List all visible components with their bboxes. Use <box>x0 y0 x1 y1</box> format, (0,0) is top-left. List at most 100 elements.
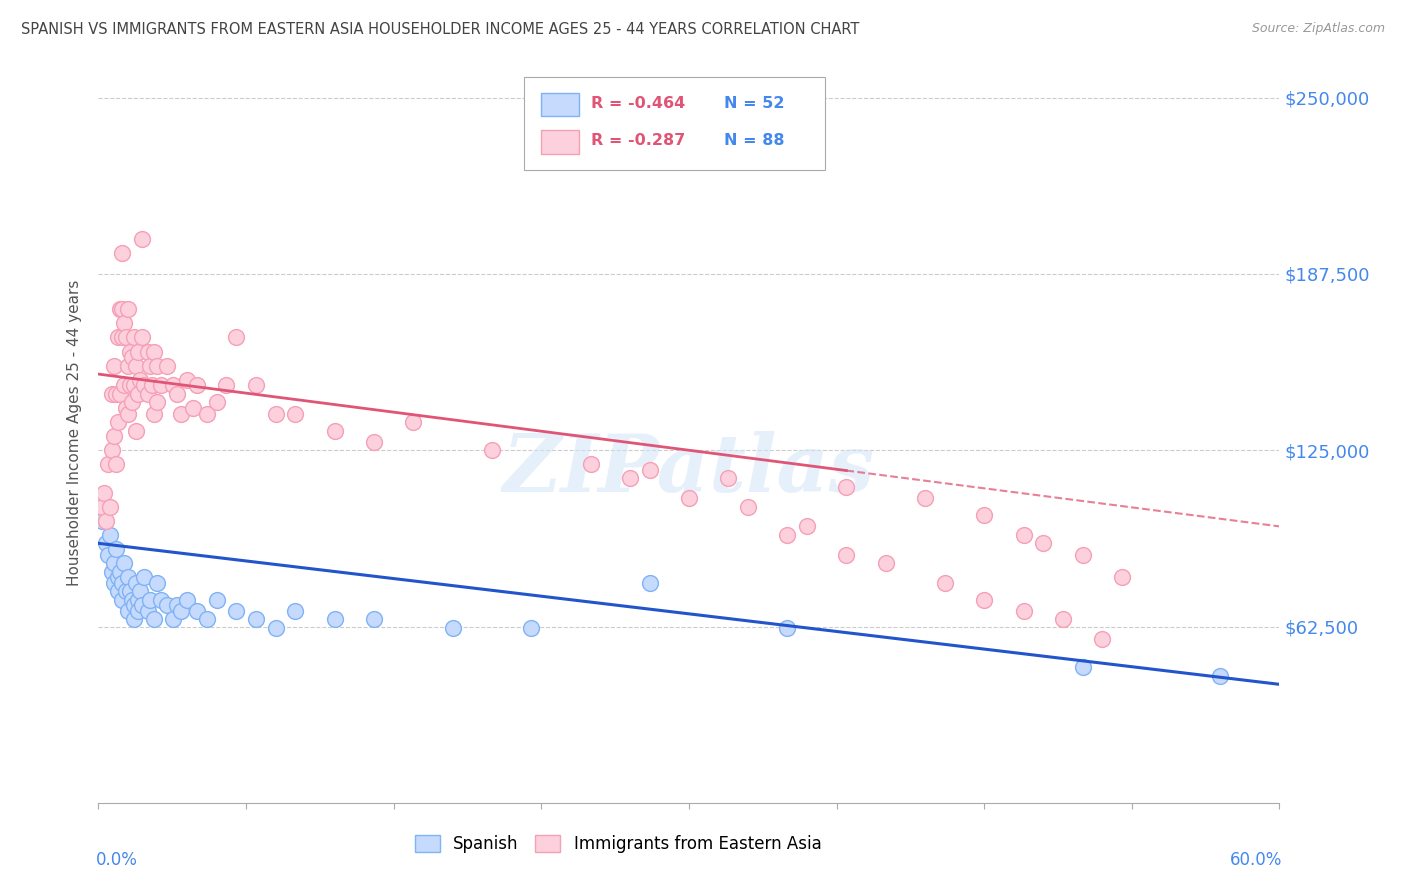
Point <box>363 434 385 449</box>
Point <box>98 500 121 514</box>
Point <box>112 556 135 570</box>
Point <box>128 373 150 387</box>
Point <box>146 575 169 590</box>
Point <box>225 604 247 618</box>
Point <box>91 500 114 514</box>
Point <box>105 541 128 556</box>
Point <box>107 570 129 584</box>
Point <box>835 480 858 494</box>
Point <box>103 556 125 570</box>
Point <box>166 599 188 613</box>
Point <box>205 592 228 607</box>
Point <box>934 575 956 590</box>
Point <box>98 528 121 542</box>
Point <box>170 604 193 618</box>
Point <box>111 245 134 260</box>
Point <box>264 621 287 635</box>
Point <box>117 570 139 584</box>
Point <box>520 621 543 635</box>
Point <box>363 612 385 626</box>
Point <box>136 604 159 618</box>
Point <box>96 536 118 550</box>
Text: N = 88: N = 88 <box>724 134 785 148</box>
Point <box>146 395 169 409</box>
Point <box>195 612 218 626</box>
Point <box>103 429 125 443</box>
Point <box>127 592 149 607</box>
Y-axis label: Householder Income Ages 25 - 44 years: Householder Income Ages 25 - 44 years <box>67 279 83 586</box>
Point <box>162 612 184 626</box>
Point <box>121 395 143 409</box>
Text: R = -0.287: R = -0.287 <box>591 134 685 148</box>
Point <box>284 604 307 618</box>
Point <box>150 592 173 607</box>
Point <box>118 584 141 599</box>
Point <box>138 592 160 607</box>
Point <box>117 407 139 421</box>
Point <box>112 378 135 392</box>
Point <box>205 395 228 409</box>
Point <box>122 330 145 344</box>
Point <box>176 373 198 387</box>
FancyBboxPatch shape <box>541 93 579 117</box>
Point <box>118 344 141 359</box>
Point <box>97 548 120 562</box>
Point <box>215 378 238 392</box>
Point <box>132 570 155 584</box>
Point <box>181 401 204 415</box>
Point <box>115 401 138 415</box>
Legend: Spanish, Immigrants from Eastern Asia: Spanish, Immigrants from Eastern Asia <box>406 826 830 861</box>
Point <box>678 491 700 506</box>
Point <box>111 592 134 607</box>
Point <box>176 592 198 607</box>
FancyBboxPatch shape <box>541 130 579 153</box>
FancyBboxPatch shape <box>523 78 825 169</box>
Point <box>619 471 641 485</box>
Point <box>1071 660 1094 674</box>
Point <box>914 491 936 506</box>
Point <box>127 344 149 359</box>
Point <box>162 378 184 392</box>
Point <box>156 359 179 373</box>
Point <box>1209 669 1232 683</box>
Point <box>125 424 148 438</box>
Point <box>127 604 149 618</box>
Point <box>138 359 160 373</box>
Point <box>142 407 165 421</box>
Point <box>115 584 138 599</box>
Point <box>125 359 148 373</box>
Point <box>245 612 267 626</box>
Point <box>1071 548 1094 562</box>
Text: Source: ZipAtlas.com: Source: ZipAtlas.com <box>1251 22 1385 36</box>
Point <box>245 378 267 392</box>
Point <box>156 599 179 613</box>
Point <box>121 592 143 607</box>
Point <box>105 458 128 472</box>
Point <box>776 621 799 635</box>
Point <box>125 575 148 590</box>
Text: N = 52: N = 52 <box>724 96 785 112</box>
Point <box>142 344 165 359</box>
Point <box>136 387 159 401</box>
Point <box>131 599 153 613</box>
Point <box>107 415 129 429</box>
Point <box>112 316 135 330</box>
Point <box>835 548 858 562</box>
Point <box>108 565 131 579</box>
Point <box>638 575 661 590</box>
Text: 0.0%: 0.0% <box>96 851 138 869</box>
Point <box>142 612 165 626</box>
Point <box>150 378 173 392</box>
Point <box>1052 612 1074 626</box>
Point <box>195 407 218 421</box>
Point <box>111 575 134 590</box>
Point <box>875 556 897 570</box>
Point <box>101 565 124 579</box>
Point <box>107 330 129 344</box>
Point <box>717 471 740 485</box>
Point <box>186 604 208 618</box>
Point <box>97 458 120 472</box>
Point <box>127 387 149 401</box>
Point <box>1111 570 1133 584</box>
Point <box>481 443 503 458</box>
